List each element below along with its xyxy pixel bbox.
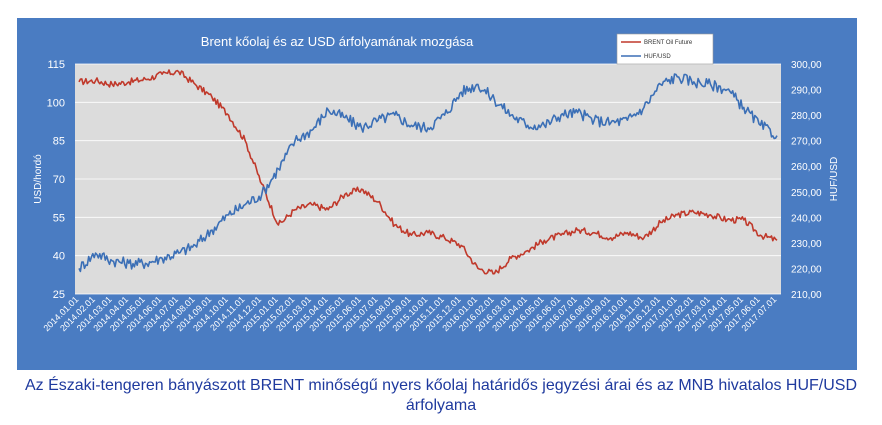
left-axis-ticks: 25 40 55 70 85 100 115 (47, 59, 65, 301)
huf-usd-series-line (78, 73, 778, 273)
series-lines (78, 69, 778, 275)
left-axis-tick-label: 40 (53, 251, 65, 263)
chart-title: Brent kőolaj és az USD árfolyamának mozg… (201, 34, 474, 49)
right-axis-tick-label: 270,00 (791, 137, 822, 148)
right-axis-ticks: 210,00 220,00 230,00 240,00 250,00 260,00 270,… (791, 60, 822, 301)
left-axis-tick-label: 55 (53, 212, 65, 224)
legend-label-brent: BRENT Oil Future (644, 40, 693, 46)
right-axis-tick-label: 290,00 (791, 86, 822, 97)
caption-line-1: Az Északi-tengeren bányászott BRENT minő… (24, 377, 858, 394)
x-axis-ticks: 2014.01.012014.02.012014.03.012014.04.01… (41, 294, 778, 333)
right-axis-tick-label: 260,00 (791, 162, 822, 173)
right-axis-tick-label: 210,00 (791, 290, 822, 301)
left-axis-tick-label: 100 (47, 97, 65, 109)
right-axis-tick-label: 250,00 (791, 188, 822, 199)
brent-huf-usd-chart: 25 40 55 70 85 100 115 210,00 220,00 230,00 240,0… (33, 33, 840, 333)
brent-series-line (78, 69, 778, 275)
right-axis-tick-label: 220,00 (791, 264, 822, 275)
left-axis-label: USD/hordó (33, 154, 44, 204)
caption-line-2: árfolyama (405, 397, 477, 414)
left-axis-tick-label: 85 (53, 136, 65, 148)
right-axis-label: HUF/USD (829, 157, 840, 201)
legend: BRENT Oil Future HUF/USD (616, 33, 714, 65)
legend-box (616, 33, 714, 65)
figure-caption: Az Északi-tengeren bányászott BRENT minő… (0, 376, 882, 416)
right-axis-tick-label: 240,00 (791, 213, 822, 224)
left-axis-tick-label: 115 (47, 59, 65, 71)
left-axis-tick-label: 25 (53, 289, 65, 301)
legend-label-huf-usd: HUF/USD (644, 54, 671, 60)
right-axis-tick-label: 230,00 (791, 239, 822, 250)
left-axis-tick-label: 70 (53, 174, 65, 186)
chart-panel: 25 40 55 70 85 100 115 210,00 220,00 230,00 240,0… (17, 18, 857, 370)
right-axis-tick-label: 280,00 (791, 111, 822, 122)
right-axis-tick-label: 300,00 (791, 60, 822, 71)
